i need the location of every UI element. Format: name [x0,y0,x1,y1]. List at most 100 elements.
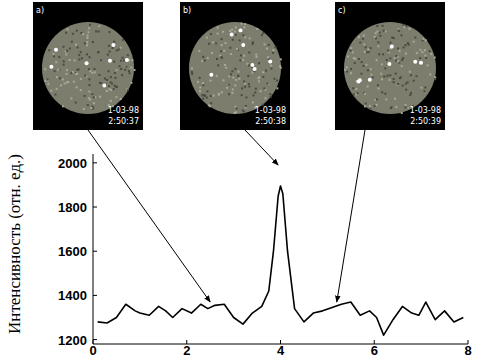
speckle [389,74,391,76]
speckle [126,88,128,90]
bright-spot [209,73,213,77]
speckle [374,105,376,107]
speckle [125,66,127,68]
speckle [258,77,260,79]
speckle [98,74,100,76]
speckle [220,56,222,58]
speckle [84,42,86,44]
speckle [84,75,86,77]
bright-spot [368,78,372,82]
speckle [123,59,125,61]
speckle [404,106,406,108]
speckle [58,69,60,71]
speckle [88,78,90,80]
speckle [208,104,210,106]
speckle [84,95,86,97]
inset-image: c)1-03-982:50:39 [335,2,445,130]
speckle [423,90,425,92]
speckle [232,88,234,90]
speckle [78,54,80,56]
speckle [237,75,239,77]
speckle [367,69,369,71]
speckle [413,41,415,43]
speckle [280,67,282,69]
speckle [63,64,65,66]
speckle [390,42,392,44]
speckle [202,94,204,96]
speckle [116,49,118,51]
speckle [125,66,127,68]
speckle [88,68,90,70]
speckle [409,94,411,96]
speckle [244,36,246,38]
speckle [124,69,126,71]
speckle [388,51,390,53]
x-tick-label: 2 [183,343,190,357]
speckle [218,93,220,95]
bright-spot [250,63,254,67]
speckle [199,90,201,92]
speckle [347,55,349,57]
speckle [265,70,267,72]
speckle [202,56,204,58]
speckle [60,84,62,86]
speckle [92,41,94,43]
speckle [402,57,404,59]
speckle [376,98,378,100]
bright-spot [239,28,243,32]
speckle [89,56,91,58]
speckle [361,61,363,63]
speckle [88,84,90,86]
bright-spot [54,48,58,52]
speckle [78,59,80,61]
speckle [207,57,209,59]
speckle [263,87,265,89]
speckle [264,43,266,45]
speckle [224,42,226,44]
speckle [115,96,117,98]
inset-frame [335,2,445,130]
speckle [93,96,95,98]
inset-date: 1-03-98 [255,106,286,115]
speckle [359,42,361,44]
speckle [226,87,228,89]
speckle [350,68,352,70]
speckle [118,48,120,50]
speckle [238,78,240,80]
speckle [62,78,64,80]
speckle [206,97,208,99]
speckle [202,82,204,84]
inset-time: 2:50:39 [410,117,441,126]
speckle [254,92,256,94]
speckle [113,41,115,43]
y-axis [93,154,94,344]
speckle-disc [189,22,281,114]
speckle [372,76,374,78]
bright-spot [241,43,245,47]
speckle [398,30,400,32]
speckle [397,83,399,85]
speckle [120,68,122,70]
speckle [98,25,100,27]
speckle [252,101,254,103]
speckle [52,53,54,55]
speckle [376,59,378,61]
speckle [63,46,65,48]
annotation-arrow [245,130,278,165]
speckle [229,83,231,85]
speckle [377,84,379,86]
speckle [424,49,426,51]
speckle [363,65,365,67]
x-tick-label: 6 [371,343,378,357]
speckle [258,62,260,64]
inset-frame [180,2,290,130]
speckle [66,81,68,83]
speckle [108,45,110,47]
speckle [120,60,122,62]
speckle [357,92,359,94]
speckle [56,76,58,78]
speckle [256,28,258,30]
speckle [367,86,369,88]
chart: 0246812001400160018002000Интенсивность (… [0,0,493,357]
speckle [266,48,268,50]
